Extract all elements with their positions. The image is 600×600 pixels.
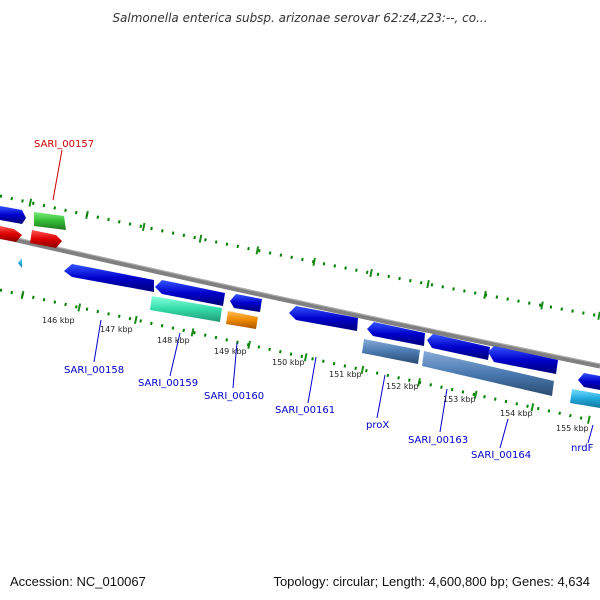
- gene-label[interactable]: SARI_00157: [34, 139, 94, 150]
- gene-label[interactable]: SARI_00163: [408, 435, 468, 446]
- kbp-label: 152 kbp: [386, 382, 419, 391]
- gene-arrow[interactable]: [230, 294, 262, 312]
- kbp-label: 148 kbp: [157, 336, 190, 345]
- kbp-label: 155 kbp: [556, 424, 589, 433]
- accession-text: Accession: NC_010067: [10, 574, 146, 589]
- map-title: Salmonella enterica subsp. arizonae sero…: [112, 11, 487, 25]
- gene-arrow[interactable]: [289, 306, 358, 331]
- gene-arrow[interactable]: [488, 346, 558, 374]
- gene-arrow[interactable]: [427, 334, 490, 360]
- gene-arrow[interactable]: [64, 264, 154, 292]
- kbp-label: 151 kbp: [329, 370, 362, 379]
- kbp-label: 154 kbp: [500, 409, 533, 418]
- kbp-label: 146 kbp: [42, 316, 75, 325]
- kbp-label: 149 kbp: [214, 347, 247, 356]
- gene-arrow[interactable]: [570, 389, 600, 408]
- kbp-labels: 146 kbp 147 kbp 148 kbp 149 kbp 150 kbp …: [42, 316, 589, 433]
- gene-arrow[interactable]: [0, 206, 26, 224]
- gene-arrow[interactable]: [30, 230, 62, 248]
- genome-summary-text: Topology: circular; Length: 4,600,800 bp…: [273, 574, 590, 589]
- gene-label[interactable]: SARI_00160: [204, 391, 264, 402]
- gene-arrow[interactable]: [34, 212, 66, 230]
- gene-labels: SARI_00157 SARI_00158 SARI_00159 SARI_00…: [34, 139, 594, 461]
- gene-arrow[interactable]: [362, 339, 420, 364]
- gene-arrow[interactable]: [367, 322, 425, 346]
- gene-arrow[interactable]: [226, 311, 258, 329]
- gene-arrow[interactable]: [0, 226, 22, 242]
- gene-arrow[interactable]: [18, 258, 22, 268]
- gene-arrow[interactable]: [422, 351, 554, 396]
- label-connectors: [52, 149, 594, 449]
- gene-arrow[interactable]: [578, 373, 600, 390]
- gene-label[interactable]: nrdF: [571, 443, 594, 454]
- kbp-label: 153 kbp: [443, 395, 476, 404]
- gene-label[interactable]: SARI_00159: [138, 378, 198, 389]
- gene-arrow[interactable]: [150, 296, 222, 322]
- gene-arrow[interactable]: [155, 280, 225, 306]
- gene-label[interactable]: SARI_00161: [275, 405, 335, 416]
- kbp-label: 147 kbp: [100, 325, 133, 334]
- gene-label[interactable]: SARI_00164: [471, 450, 531, 461]
- gene-label[interactable]: proX: [366, 420, 389, 431]
- kbp-label: 150 kbp: [272, 358, 305, 367]
- gene-label[interactable]: SARI_00158: [64, 365, 124, 376]
- genome-backbone: [0, 233, 600, 369]
